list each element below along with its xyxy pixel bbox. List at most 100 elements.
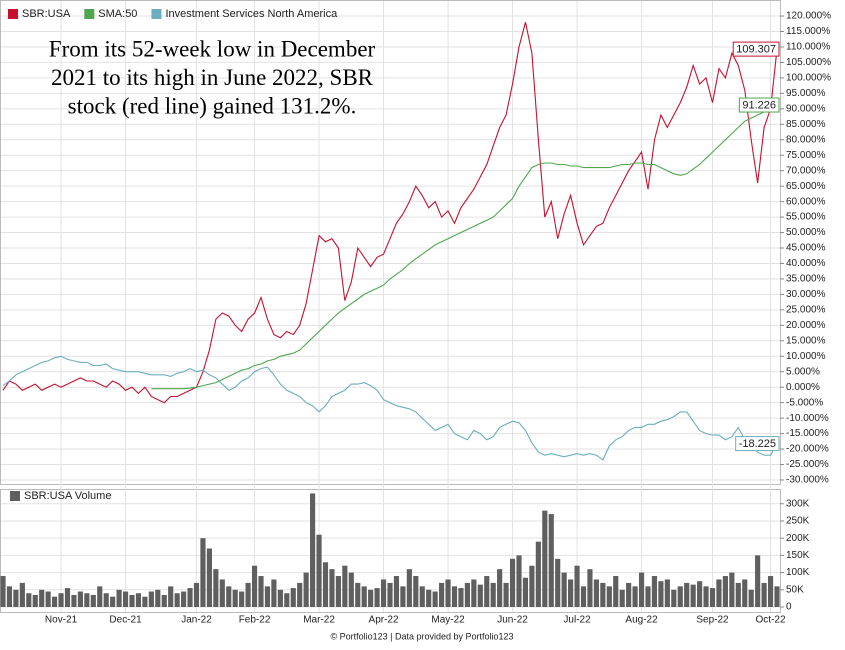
volume-bar (542, 510, 548, 607)
legend-label: SBR:USA Volume (24, 490, 111, 502)
volume-bar (239, 591, 245, 607)
y-tick-label: 200K (786, 533, 810, 544)
y-tick-label: 105.000% (786, 57, 831, 68)
y-tick-label: 300K (786, 498, 810, 509)
x-tick-label: Aug-22 (625, 615, 658, 626)
legend-swatch (8, 9, 18, 19)
volume-bar (258, 576, 264, 607)
x-tick-label: Feb-22 (239, 615, 271, 626)
y-tick-label: 55.000% (786, 212, 826, 223)
annotation: 2021 to its high in June 2022, SBR (51, 65, 374, 90)
y-tick-label: 5.000% (786, 366, 820, 377)
volume-bar (26, 593, 32, 607)
volume-bar (761, 582, 767, 607)
volume-bar (58, 593, 64, 607)
volume-bar (587, 569, 593, 607)
volume-bar (400, 586, 406, 607)
volume-bar (219, 579, 225, 607)
volume-bar (561, 572, 567, 607)
y-tick-label: -30.000% (786, 475, 829, 486)
volume-bar (413, 576, 419, 607)
volume-bar (329, 569, 335, 607)
volume-bar (497, 569, 503, 607)
volume-bar (677, 586, 683, 607)
y-tick-label: 20.000% (786, 320, 826, 331)
volume-bar (77, 591, 83, 607)
volume-bar (445, 579, 451, 607)
volume-bar (129, 594, 135, 607)
plot-line: 120.000% 115.000% 110.000% 105.000% 100.000%… (1, 1, 831, 486)
volume-bar (122, 591, 129, 607)
volume-bar (361, 586, 367, 607)
volume-bar (516, 555, 522, 607)
y-tick-label: 65.000% (786, 181, 826, 192)
volume-bar (419, 586, 425, 607)
volume-bar (342, 565, 348, 607)
volume-bar (555, 558, 561, 607)
x-tick-label: Nov-21 (45, 615, 78, 626)
x-tick-label: Sep-22 (696, 615, 729, 626)
legend-label: SBR:USA (22, 8, 71, 20)
volume-bar (529, 565, 535, 607)
volume-bar (71, 594, 77, 607)
volume-bar (303, 572, 309, 607)
y-tick-label: 90.000% (786, 103, 826, 114)
volume-bar (6, 586, 13, 607)
volume-bar (490, 582, 496, 607)
y-tick-label: 70.000% (786, 165, 826, 176)
volume-bar (426, 589, 432, 607)
y-tick-label: 100K (786, 567, 810, 578)
volume-bar (464, 582, 470, 607)
end-label: 91.226 (742, 99, 776, 111)
y-tick-label: 60.000% (786, 196, 826, 207)
volume-bar (64, 588, 71, 607)
volume-bar (19, 582, 25, 607)
volume-bar (568, 579, 574, 607)
volume-bar (748, 589, 754, 607)
end-label-box (738, 97, 780, 113)
volume-bar (742, 579, 748, 607)
volume-bar (39, 589, 45, 607)
volume-bar (484, 576, 490, 607)
volume-bar (187, 588, 193, 607)
volume-bar (580, 586, 587, 607)
volume-bar (774, 586, 780, 607)
volume-panel (0, 489, 781, 613)
volume-bar (374, 588, 380, 607)
volume-bar (271, 579, 277, 607)
volume-bar (600, 582, 606, 607)
end-label-box (732, 41, 780, 57)
y-tick-label: 85.000% (786, 119, 826, 130)
legend-label: Investment Services North America (165, 8, 338, 20)
volume-bar (355, 582, 361, 607)
x-tick-label: Jan-22 (181, 615, 212, 626)
volume-bar (90, 594, 96, 607)
volume-bar (251, 565, 258, 607)
volume-bar (658, 581, 664, 607)
volume-bar (161, 594, 167, 607)
y-tick-label: 30.000% (786, 289, 826, 300)
footer: © Portfolio123 | Data provided by Portfo… (330, 631, 513, 641)
y-tick-label: 80.000% (786, 134, 826, 145)
legend-label: SMA:50 (98, 8, 137, 20)
volume-bar (193, 582, 200, 607)
volume-bar (626, 582, 632, 607)
volume-bar (684, 582, 690, 607)
volume-bar (393, 576, 400, 607)
volume-bar (232, 589, 238, 607)
volume-bar (755, 555, 761, 607)
volume-bar (690, 584, 696, 607)
x-tick-label: May-22 (431, 615, 465, 626)
y-tick-label: -25.000% (786, 459, 829, 470)
volume-bar (722, 576, 728, 607)
volume-bar (181, 591, 187, 607)
volume-bar (451, 586, 458, 607)
y-tick-label: 250K (786, 516, 810, 527)
volume-bar (645, 586, 651, 607)
volume-bar (716, 579, 722, 607)
volume-bar (638, 572, 645, 607)
volume-bar (406, 569, 412, 607)
x-tick-label: Dec-21 (109, 615, 142, 626)
volume-bar (110, 596, 116, 607)
legend-swatch (151, 9, 162, 19)
